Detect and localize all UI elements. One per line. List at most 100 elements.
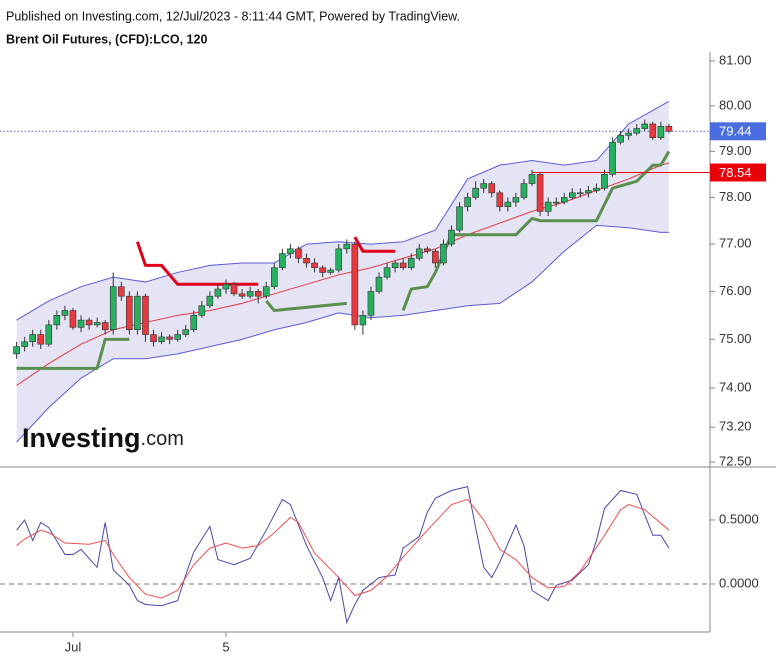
- candle-body: [182, 329, 190, 335]
- candle-body: [617, 135, 624, 143]
- candle-body: [472, 187, 479, 198]
- candle-body: [142, 295, 149, 335]
- candle-body: [206, 295, 214, 307]
- candle-body: [391, 262, 399, 269]
- candle-body: [150, 334, 157, 343]
- oscillator-line: [16, 486, 670, 625]
- candle-body: [77, 319, 85, 328]
- x-tick-label: Jul: [65, 639, 82, 654]
- candle-body: [271, 267, 278, 287]
- x-tick-label: 5: [222, 639, 229, 654]
- candle-body: [560, 197, 568, 203]
- candle-body: [383, 267, 391, 278]
- candle-body: [520, 183, 528, 198]
- plot-area: [0, 100, 710, 625]
- candle-body: [649, 123, 657, 138]
- candle-body: [625, 132, 632, 136]
- candle-body: [61, 310, 69, 316]
- candle-body: [287, 248, 294, 254]
- candle-body: [222, 284, 230, 290]
- candle-body: [577, 192, 584, 195]
- candle-body: [480, 183, 487, 189]
- candle-body: [319, 267, 326, 273]
- oscillator-line: [16, 498, 670, 599]
- candle-body: [117, 286, 125, 297]
- candle-body: [552, 201, 560, 204]
- candle-body: [367, 291, 375, 316]
- y-tick-label: 74.00: [719, 379, 752, 394]
- candle-body: [21, 341, 28, 347]
- y-tick-label: 76.00: [719, 283, 752, 298]
- candle-body: [254, 291, 262, 297]
- candle-body: [343, 243, 351, 250]
- candle-body: [351, 243, 359, 326]
- candle-body: [504, 201, 512, 208]
- y-tick-label: 77.00: [719, 236, 752, 251]
- candle-body: [126, 295, 133, 331]
- candle-body: [279, 253, 286, 269]
- candle-body: [601, 174, 608, 189]
- candle-body: [53, 315, 61, 326]
- candle-body: [512, 197, 520, 203]
- y-tick-label: 72.50: [719, 453, 752, 468]
- price-tag-label: 79.44: [719, 124, 752, 139]
- candle-body: [158, 336, 165, 343]
- candle-body: [45, 324, 53, 345]
- candle-body: [166, 336, 173, 340]
- candle-body: [230, 284, 238, 295]
- candle-body: [440, 243, 447, 264]
- price-tag: [710, 163, 766, 182]
- candle-body: [528, 174, 536, 184]
- candle-body: [415, 248, 423, 259]
- y-tick-label: 0.5000: [719, 511, 759, 526]
- candle-body: [37, 334, 45, 345]
- y-tick-label: 80.00: [719, 97, 752, 112]
- candle-body: [295, 248, 302, 259]
- candle-body: [407, 257, 415, 269]
- published-note: Published on Investing.com, 12/Jul/2023 …: [6, 9, 460, 23]
- candle-body: [424, 248, 431, 252]
- y-tick-label: 81.00: [719, 52, 752, 67]
- candle-body: [303, 257, 310, 264]
- candle-body: [85, 319, 93, 326]
- candle-body: [311, 262, 318, 269]
- candle-body: [375, 276, 383, 292]
- candle-body: [488, 183, 496, 194]
- logo-name: Investing: [22, 423, 141, 453]
- candle-body: [464, 197, 471, 208]
- candle-body: [456, 206, 463, 231]
- candle-body: [609, 141, 616, 175]
- stop-line: [135, 236, 396, 286]
- y-tick-label: 79.00: [719, 143, 752, 158]
- candle-body: [214, 288, 222, 297]
- y-tick-label: 78.00: [719, 189, 752, 204]
- candle-body: [641, 123, 649, 129]
- price-tag: [710, 122, 766, 141]
- candle-body: [359, 315, 367, 326]
- y-tick-label: 73.20: [719, 419, 752, 434]
- candle-body: [238, 293, 246, 297]
- candle-body: [69, 310, 77, 328]
- candle-body: [665, 125, 673, 132]
- candle-body: [198, 305, 206, 316]
- candle-body: [109, 286, 117, 331]
- candle-body: [399, 262, 407, 269]
- candle-body: [174, 334, 181, 340]
- candle-body: [335, 248, 343, 271]
- band-fill: [16, 101, 669, 443]
- candle-body: [93, 322, 101, 326]
- candle-body: [657, 125, 665, 138]
- candle-body: [593, 187, 600, 191]
- candle-body: [190, 315, 198, 331]
- candle-body: [568, 192, 576, 198]
- candle-body: [633, 128, 641, 134]
- candle-body: [544, 201, 552, 212]
- y-tick-label: 75.00: [719, 331, 752, 346]
- y-tick-label: 0.0000: [719, 575, 759, 590]
- candle-body: [536, 174, 544, 212]
- candle-body: [585, 190, 592, 194]
- candle-body: [134, 295, 141, 331]
- instrument-title: Brent Oil Futures, (CFD):LCO, 120: [6, 32, 207, 46]
- stop-line: [16, 150, 671, 370]
